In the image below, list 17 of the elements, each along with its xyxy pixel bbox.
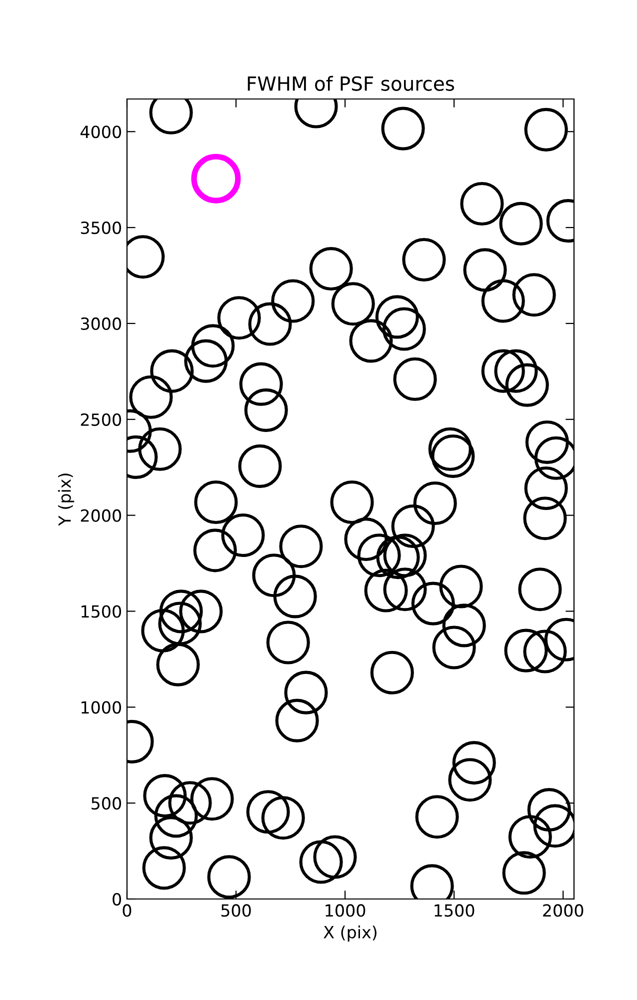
y-tick-label: 1500 [82,605,122,618]
x-tick-label: 500 [221,904,251,917]
x-tick-label: 2000 [543,904,584,917]
y-tick-label: 3500 [80,222,122,234]
y-tick-label: 2500 [80,413,122,426]
x-tick-label: 1500 [434,904,474,917]
x-tick-label: 0 [122,904,132,917]
y-tick-label: 4000 [80,126,122,138]
y-axis-title: Y (pix) [58,474,74,526]
x-axis-title: X (pix) [324,926,376,942]
y-tick-label: 1000 [82,701,122,714]
x-tick-label: 1000 [326,904,366,917]
y-tick-label: 3000 [80,317,122,330]
y-tick-label: 500 [92,797,122,810]
y-tick-label: 0 [112,892,122,906]
chart-title: FWHM of PSF sources [248,76,454,91]
y-tick-label: 2000 [80,509,122,522]
